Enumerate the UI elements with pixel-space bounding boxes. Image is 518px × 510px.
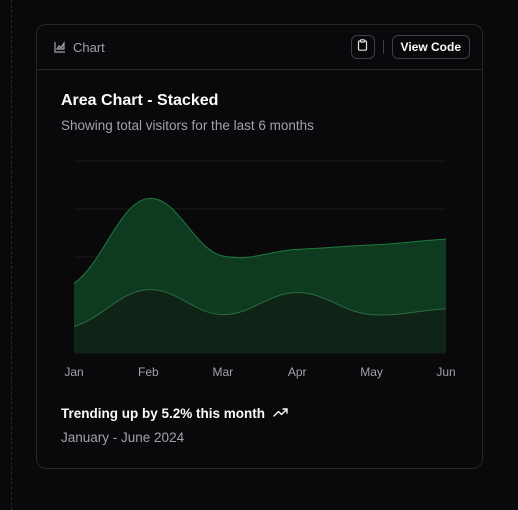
trending-up-icon <box>273 406 288 421</box>
view-code-button[interactable]: View Code <box>391 35 470 59</box>
clipboard-icon <box>357 38 368 56</box>
trend-line: Trending up by 5.2% this month <box>61 406 288 421</box>
x-tick-label: Jan <box>64 365 83 379</box>
x-tick-label: Mar <box>212 365 233 379</box>
area-mobile <box>74 289 446 353</box>
chart-tag-label: Chart <box>73 39 105 55</box>
guide-line <box>11 0 12 510</box>
copy-button[interactable] <box>350 35 375 59</box>
card-title: Area Chart - Stacked <box>61 92 219 109</box>
chart-tag: Chart <box>54 40 105 55</box>
date-range: January - June 2024 <box>61 430 185 445</box>
card-description: Showing total visitors for the last 6 mo… <box>61 118 314 133</box>
x-tick-label: Jun <box>436 365 455 379</box>
chart-card: Chart View Code Area Chart - Stacked Sho… <box>36 24 483 469</box>
area-desktop <box>74 198 446 327</box>
toolbar-divider <box>382 40 384 54</box>
x-tick-label: Feb <box>138 365 159 379</box>
area-chart-icon <box>54 41 66 53</box>
trend-text: Trending up by 5.2% this month <box>61 406 266 421</box>
line-desktop <box>73 197 447 284</box>
card-header: Chart View Code <box>37 25 482 70</box>
x-tick-label: May <box>360 365 383 379</box>
header-actions: View Code <box>350 35 470 59</box>
area-chart: Jan Feb Mar Apr May Jun <box>64 160 456 379</box>
line-mobile <box>73 289 447 328</box>
x-tick-label: Apr <box>288 365 307 379</box>
